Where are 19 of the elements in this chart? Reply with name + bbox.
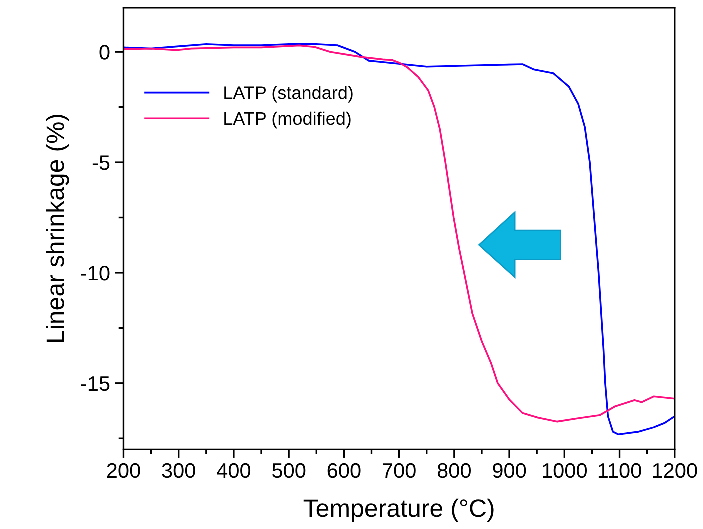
x-tick-label: 600 [328,463,361,478]
x-tick-label: 200 [107,463,140,478]
y-tick-label: -10 [81,266,110,281]
x-tick-label: 500 [272,463,306,478]
x-tick-label: 900 [493,463,526,478]
x-tick-label: 800 [438,463,471,478]
x-axis-title: Temperature (°C) [304,498,494,522]
y-tick-label: -5 [92,156,110,170]
legend-label: LATP (modified) [224,112,351,129]
y-axis-title: Linear shrinkage (%) [46,115,70,342]
x-tick-label: 300 [162,463,196,478]
x-tick-label: 1100 [598,463,642,478]
x-tick-label: 400 [217,463,251,478]
x-tick-label: 700 [382,463,416,478]
x-tick-label: 1200 [653,463,698,478]
y-tick-label: 0 [100,45,110,60]
x-tick-label: 1000 [543,463,588,478]
y-tick-label: -15 [81,376,110,392]
legend-label: LATP (standard) [224,86,353,103]
